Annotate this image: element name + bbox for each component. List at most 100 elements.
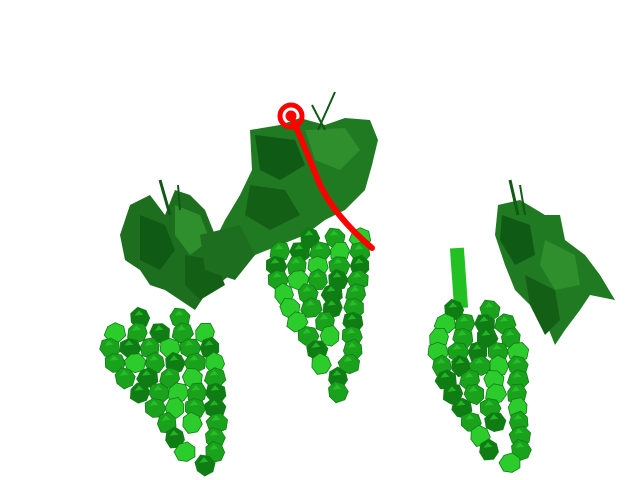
grape-highlight <box>479 316 489 322</box>
grape-berry <box>484 412 507 433</box>
grape-highlight <box>291 258 301 264</box>
grape-highlight <box>184 340 194 346</box>
grape-highlight <box>350 286 360 292</box>
grape-highlight <box>209 355 219 361</box>
grape-highlight <box>474 428 484 434</box>
grape-highlight <box>294 244 304 250</box>
grape-berry <box>308 268 328 291</box>
grape-highlight <box>436 358 446 364</box>
grape-highlight <box>513 414 523 420</box>
grape-berry <box>167 382 190 404</box>
grape-highlight <box>329 230 339 236</box>
grape-berry <box>114 367 136 390</box>
grape-highlight <box>347 342 357 348</box>
vine-leaf-center <box>200 91 378 280</box>
grape-highlight <box>209 370 219 376</box>
grape-highlight <box>169 355 179 361</box>
grape-highlight <box>104 340 114 346</box>
grape-highlight <box>189 355 199 361</box>
grape-highlight <box>484 302 494 308</box>
grape-highlight <box>302 328 312 334</box>
grape-highlight <box>292 272 302 278</box>
grape-highlight <box>209 400 219 406</box>
grape-berry <box>123 353 147 374</box>
grape-highlight <box>452 344 462 350</box>
grape-highlight <box>209 444 219 450</box>
grape-berry <box>136 367 159 388</box>
grape-highlight <box>129 355 139 361</box>
grape-highlight <box>512 372 522 378</box>
grape-highlight <box>439 316 449 322</box>
grape-berry <box>145 351 165 374</box>
grape-highlight <box>515 442 525 448</box>
grape-highlight <box>305 300 315 306</box>
grape-highlight <box>432 344 442 350</box>
grape-bunch-right <box>427 298 532 473</box>
grape-highlight <box>164 370 174 376</box>
grape-highlight <box>440 372 450 378</box>
grape-highlight <box>504 455 514 461</box>
grape-highlight <box>142 370 151 376</box>
grape-highlight <box>319 314 329 320</box>
grape-highlight <box>274 244 284 250</box>
grape-highlight <box>272 272 282 278</box>
grape-highlight <box>153 385 163 391</box>
grape-berry <box>328 380 349 404</box>
grape-highlight <box>511 386 521 392</box>
grape-highlight <box>333 258 343 264</box>
grape-highlight <box>447 386 457 392</box>
grape-berry <box>182 411 203 434</box>
grape-highlight <box>270 258 280 264</box>
grape-highlight <box>456 400 466 406</box>
grape-highlight <box>346 328 356 334</box>
grape-highlight <box>332 370 342 376</box>
grape-highlight <box>134 385 144 391</box>
grape-berry <box>311 352 332 375</box>
grape-highlight <box>327 300 336 306</box>
grape-highlight <box>304 230 314 236</box>
grape-highlight <box>334 244 344 250</box>
grape-highlight <box>172 385 182 391</box>
grape-highlight <box>186 415 196 421</box>
grape-highlight <box>455 358 465 364</box>
grape-highlight <box>291 314 301 320</box>
grape-berry <box>498 452 521 473</box>
grape-highlight <box>468 386 478 392</box>
grape-highlight <box>210 385 220 391</box>
grape-highlight <box>149 355 159 361</box>
grape-highlight <box>499 316 509 322</box>
grape-berry <box>179 338 202 359</box>
grape-highlight <box>493 358 503 364</box>
grape-highlight <box>512 344 522 350</box>
grape-highlight <box>481 330 491 336</box>
grape-highlight <box>189 400 199 406</box>
grape-berry <box>319 325 340 347</box>
grape-highlight <box>314 244 324 250</box>
grape-highlight <box>134 310 144 316</box>
grape-highlight <box>164 340 174 346</box>
grape-highlight <box>284 300 294 306</box>
grape-highlight <box>347 314 357 320</box>
grape-highlight <box>161 415 171 421</box>
grape-berry <box>479 438 499 461</box>
grape-highlight <box>124 340 134 346</box>
grape-highlight <box>312 272 322 278</box>
grape-highlight <box>132 325 141 331</box>
grape-highlight <box>149 400 159 406</box>
grape-highlight <box>211 415 221 421</box>
grape-highlight <box>177 325 186 331</box>
grape-highlight <box>169 400 179 406</box>
grape-highlight <box>312 258 322 264</box>
grape-highlight <box>311 342 321 348</box>
grape-highlight <box>209 430 219 436</box>
grape-highlight <box>109 355 119 361</box>
grape-highlight <box>174 310 184 316</box>
grape-highlight <box>464 372 474 378</box>
grape-highlight <box>119 370 129 376</box>
grape-highlight <box>354 244 364 250</box>
grape-highlight <box>472 344 482 350</box>
grape-highlight <box>465 414 475 420</box>
grape-highlight <box>490 386 499 392</box>
grape-highlight <box>332 272 342 278</box>
